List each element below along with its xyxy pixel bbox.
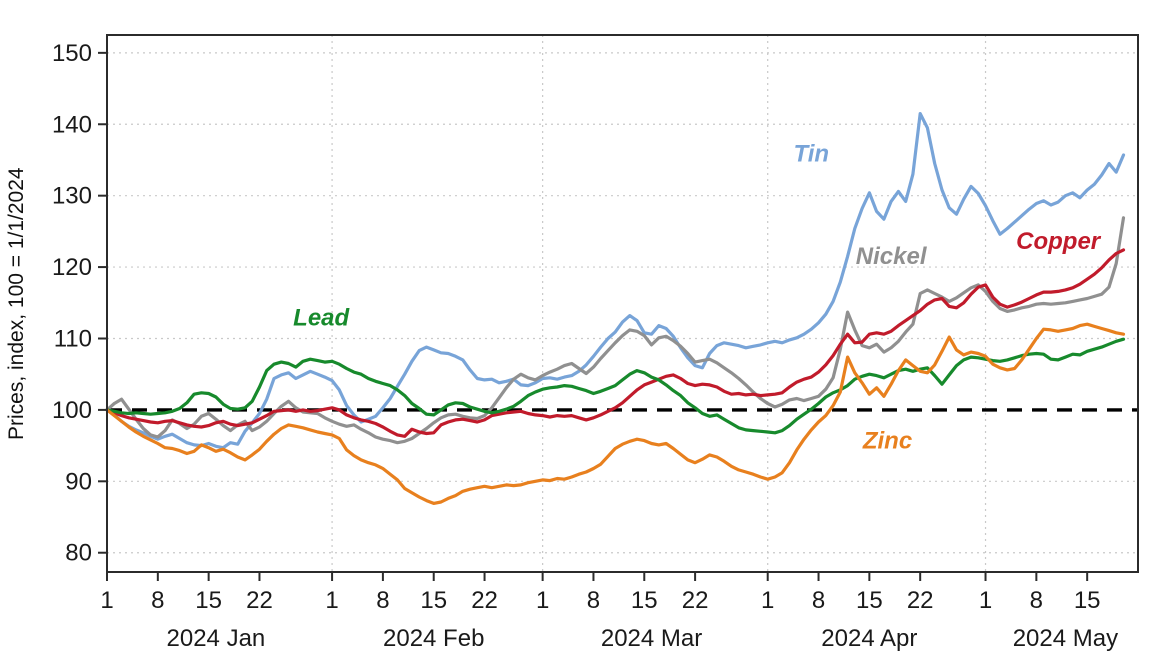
x-tick-label: 1 — [761, 587, 774, 614]
y-tick-label: 140 — [52, 111, 92, 138]
x-tick-label: 8 — [587, 587, 600, 614]
month-label: 2024 Apr — [821, 625, 917, 652]
x-tick-label: 8 — [812, 587, 825, 614]
series-line-lead — [105, 337, 1126, 435]
series-line-tin — [105, 111, 1126, 450]
series-label-tin: Tin — [793, 140, 829, 167]
x-tick-label: 22 — [682, 587, 709, 614]
y-axis-title: Prices, index, 100 = 1/1/2024 — [5, 167, 28, 440]
month-label: 2024 Mar — [601, 625, 702, 652]
x-tick-label: 1 — [100, 587, 113, 614]
month-label: 2024 Feb — [383, 625, 484, 652]
x-tick-label: 1 — [536, 587, 549, 614]
x-tick-label: 15 — [420, 587, 447, 614]
series-line-zinc — [105, 322, 1126, 505]
x-tick-label: 15 — [631, 587, 658, 614]
series-label-copper: Copper — [1016, 228, 1102, 255]
y-tick-label: 80 — [65, 540, 92, 567]
series-label-lead: Lead — [293, 305, 350, 332]
x-tick-label: 22 — [471, 587, 498, 614]
x-tick-label: 15 — [1074, 587, 1101, 614]
y-tick-label: 90 — [65, 468, 92, 495]
x-tick-label: 8 — [1030, 587, 1043, 614]
x-tick-label: 22 — [907, 587, 934, 614]
month-label: 2024 May — [1013, 625, 1118, 652]
plot-border — [106, 34, 1139, 573]
series-label-nickel: Nickel — [856, 243, 928, 270]
x-tick-label: 15 — [195, 587, 222, 614]
x-tick-label: 1 — [979, 587, 992, 614]
month-label: 2024 Jan — [167, 625, 266, 652]
x-tick-label: 1 — [325, 587, 338, 614]
x-tick-label: 15 — [856, 587, 883, 614]
y-tick-label: 130 — [52, 183, 92, 210]
y-tick-label: 110 — [54, 325, 92, 352]
x-tick-label: 8 — [376, 587, 389, 614]
y-tick-label: 100 — [52, 397, 92, 424]
x-tick-label: 22 — [246, 587, 273, 614]
y-tick-label: 150 — [52, 40, 92, 67]
series-label-zinc: Zinc — [862, 427, 912, 454]
x-tick-label: 8 — [151, 587, 164, 614]
y-tick-label: 120 — [52, 254, 92, 281]
series-line-copper — [105, 248, 1126, 438]
